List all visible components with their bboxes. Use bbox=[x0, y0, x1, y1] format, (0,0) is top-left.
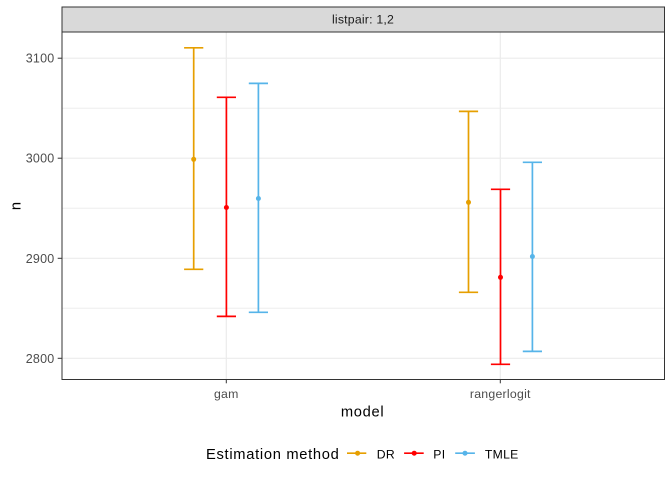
svg-text:3000: 3000 bbox=[26, 152, 55, 166]
svg-text:n: n bbox=[9, 202, 25, 210]
svg-text:2900: 2900 bbox=[26, 252, 55, 266]
svg-text:PI: PI bbox=[433, 448, 445, 462]
svg-text:gam: gam bbox=[214, 387, 239, 401]
svg-text:2800: 2800 bbox=[26, 352, 55, 366]
svg-text:Estimation method: Estimation method bbox=[206, 447, 340, 463]
svg-text:DR: DR bbox=[377, 448, 395, 462]
svg-text:listpair: 1,2: listpair: 1,2 bbox=[332, 13, 394, 27]
svg-text:rangerlogit: rangerlogit bbox=[470, 387, 531, 401]
svg-text:model: model bbox=[341, 405, 385, 421]
svg-text:TMLE: TMLE bbox=[485, 448, 519, 462]
svg-text:3100: 3100 bbox=[26, 52, 55, 66]
